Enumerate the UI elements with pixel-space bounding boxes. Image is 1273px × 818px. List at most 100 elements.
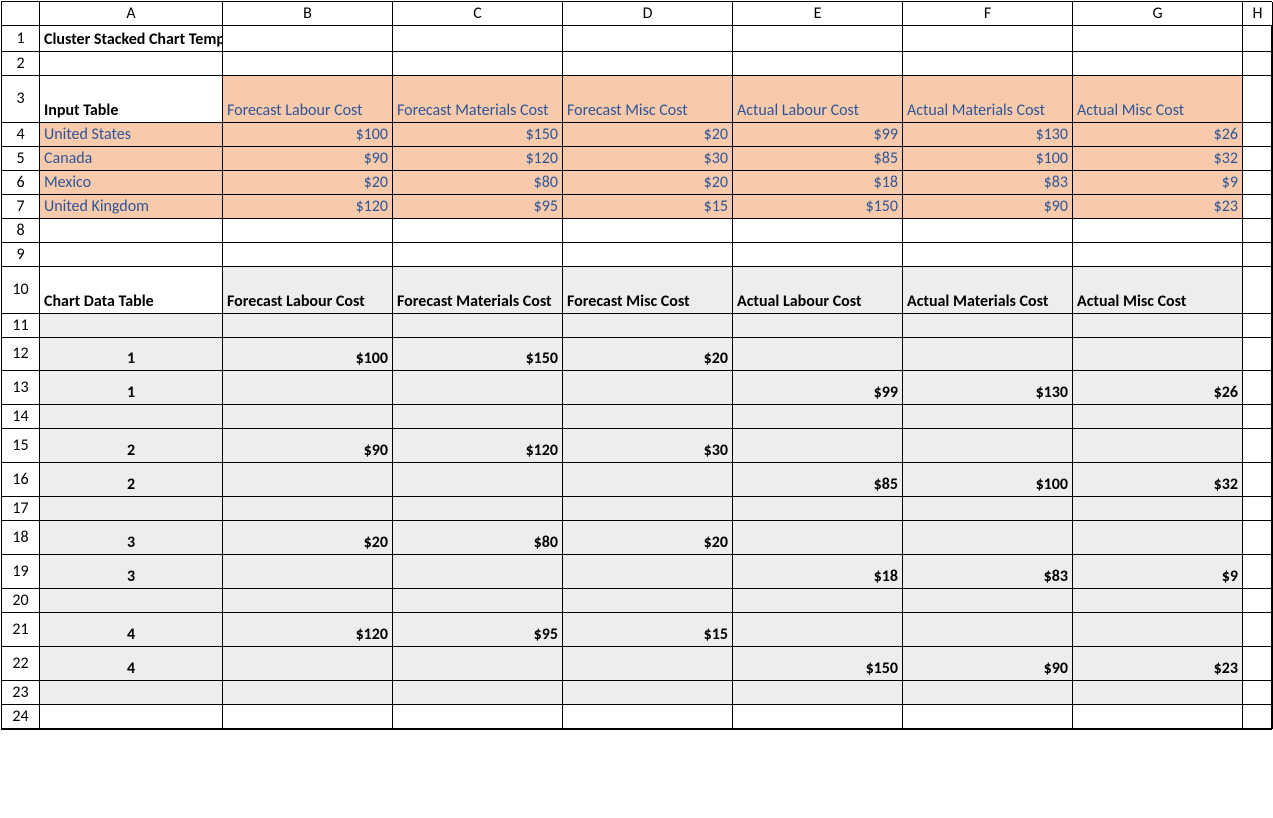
cell-D24[interactable] (563, 705, 733, 729)
chart-col-actual-labour[interactable]: Actual Labour Cost (733, 267, 903, 314)
cell-E1[interactable] (733, 26, 903, 52)
input-col-forecast-materials[interactable]: Forecast Materials Cost (393, 76, 563, 123)
input-cell[interactable]: $20 (223, 171, 393, 195)
select-all-corner[interactable] (2, 2, 40, 26)
col-header-H[interactable]: H (1243, 2, 1273, 26)
cell-H19[interactable] (1243, 555, 1273, 589)
cell-D8[interactable] (563, 219, 733, 243)
row-header-4[interactable]: 4 (2, 123, 40, 147)
row-header-10[interactable]: 10 (2, 267, 40, 314)
cell-H3[interactable] (1243, 76, 1273, 123)
cell-H1[interactable] (1243, 26, 1273, 52)
chart-cell[interactable]: $9 (1073, 555, 1243, 589)
chart-cell[interactable] (903, 338, 1073, 371)
cell-C24[interactable] (393, 705, 563, 729)
chart-cell[interactable] (903, 429, 1073, 463)
input-cell[interactable]: $95 (393, 195, 563, 219)
input-cell[interactable]: $130 (903, 123, 1073, 147)
chart-col-forecast-misc[interactable]: Forecast Misc Cost (563, 267, 733, 314)
cell-D9[interactable] (563, 243, 733, 267)
input-cell[interactable]: $90 (903, 195, 1073, 219)
cell-G9[interactable] (1073, 243, 1243, 267)
chart-row-id[interactable] (40, 314, 223, 338)
input-cell[interactable]: $120 (223, 195, 393, 219)
row-header-15[interactable]: 15 (2, 429, 40, 463)
row-header-17[interactable]: 17 (2, 497, 40, 521)
cell-H21[interactable] (1243, 613, 1273, 647)
chart-cell[interactable] (393, 463, 563, 497)
chart-cell[interactable] (223, 589, 393, 613)
chart-cell[interactable] (1073, 314, 1243, 338)
col-header-E[interactable]: E (733, 2, 903, 26)
chart-cell[interactable]: $150 (393, 338, 563, 371)
chart-cell[interactable] (733, 338, 903, 371)
cell-F9[interactable] (903, 243, 1073, 267)
cell-H18[interactable] (1243, 521, 1273, 555)
chart-row-id[interactable] (40, 405, 223, 429)
row-header-18[interactable]: 18 (2, 521, 40, 555)
input-cell[interactable]: $120 (393, 147, 563, 171)
chart-cell[interactable] (903, 521, 1073, 555)
cell-H12[interactable] (1243, 338, 1273, 371)
chart-cell[interactable]: $150 (733, 647, 903, 681)
input-col-forecast-labour[interactable]: Forecast Labour Cost (223, 76, 393, 123)
chart-row-id[interactable] (40, 497, 223, 521)
cell-B24[interactable] (223, 705, 393, 729)
cell-H22[interactable] (1243, 647, 1273, 681)
input-col-actual-misc[interactable]: Actual Misc Cost (1073, 76, 1243, 123)
chart-cell[interactable] (223, 647, 393, 681)
input-cell[interactable]: $26 (1073, 123, 1243, 147)
input-row-name[interactable]: United States (40, 123, 223, 147)
cell-A8[interactable] (40, 219, 223, 243)
chart-cell[interactable] (1073, 338, 1243, 371)
chart-cell[interactable] (563, 371, 733, 405)
chart-cell[interactable] (563, 497, 733, 521)
row-header-14[interactable]: 14 (2, 405, 40, 429)
chart-cell[interactable] (393, 371, 563, 405)
chart-cell[interactable] (393, 589, 563, 613)
chart-cell[interactable]: $23 (1073, 647, 1243, 681)
chart-cell[interactable]: $32 (1073, 463, 1243, 497)
cell-F24[interactable] (903, 705, 1073, 729)
chart-cell[interactable] (1073, 405, 1243, 429)
chart-cell[interactable] (563, 555, 733, 589)
chart-row-id[interactable]: 1 (40, 371, 223, 405)
input-col-forecast-misc[interactable]: Forecast Misc Cost (563, 76, 733, 123)
row-header-13[interactable]: 13 (2, 371, 40, 405)
cell-H17[interactable] (1243, 497, 1273, 521)
chart-cell[interactable] (563, 314, 733, 338)
chart-cell[interactable] (1073, 613, 1243, 647)
cell-C8[interactable] (393, 219, 563, 243)
chart-cell[interactable] (393, 314, 563, 338)
input-cell[interactable]: $150 (393, 123, 563, 147)
row-header-21[interactable]: 21 (2, 613, 40, 647)
cell-G1[interactable] (1073, 26, 1243, 52)
chart-cell[interactable] (903, 405, 1073, 429)
chart-cell[interactable] (903, 613, 1073, 647)
cell-E2[interactable] (733, 52, 903, 76)
chart-row-id[interactable]: 4 (40, 647, 223, 681)
input-table-label[interactable]: Input Table (40, 76, 223, 123)
col-header-D[interactable]: D (563, 2, 733, 26)
chart-cell[interactable]: $100 (903, 463, 1073, 497)
input-cell[interactable]: $100 (223, 123, 393, 147)
input-col-actual-materials[interactable]: Actual Materials Cost (903, 76, 1073, 123)
chart-cell[interactable] (223, 405, 393, 429)
chart-cell[interactable] (563, 589, 733, 613)
input-cell[interactable]: $20 (563, 171, 733, 195)
cell-H10[interactable] (1243, 267, 1273, 314)
cell-G24[interactable] (1073, 705, 1243, 729)
chart-cell[interactable] (733, 521, 903, 555)
cell-A2[interactable] (40, 52, 223, 76)
cell-B8[interactable] (223, 219, 393, 243)
chart-col-actual-materials[interactable]: Actual Materials Cost (903, 267, 1073, 314)
chart-cell[interactable]: $85 (733, 463, 903, 497)
chart-cell[interactable]: $20 (563, 338, 733, 371)
row-header-6[interactable]: 6 (2, 171, 40, 195)
cell-A9[interactable] (40, 243, 223, 267)
chart-cell[interactable]: $30 (563, 429, 733, 463)
input-cell[interactable]: $23 (1073, 195, 1243, 219)
chart-cell[interactable] (563, 405, 733, 429)
chart-cell[interactable]: $99 (733, 371, 903, 405)
chart-cell[interactable] (903, 681, 1073, 705)
